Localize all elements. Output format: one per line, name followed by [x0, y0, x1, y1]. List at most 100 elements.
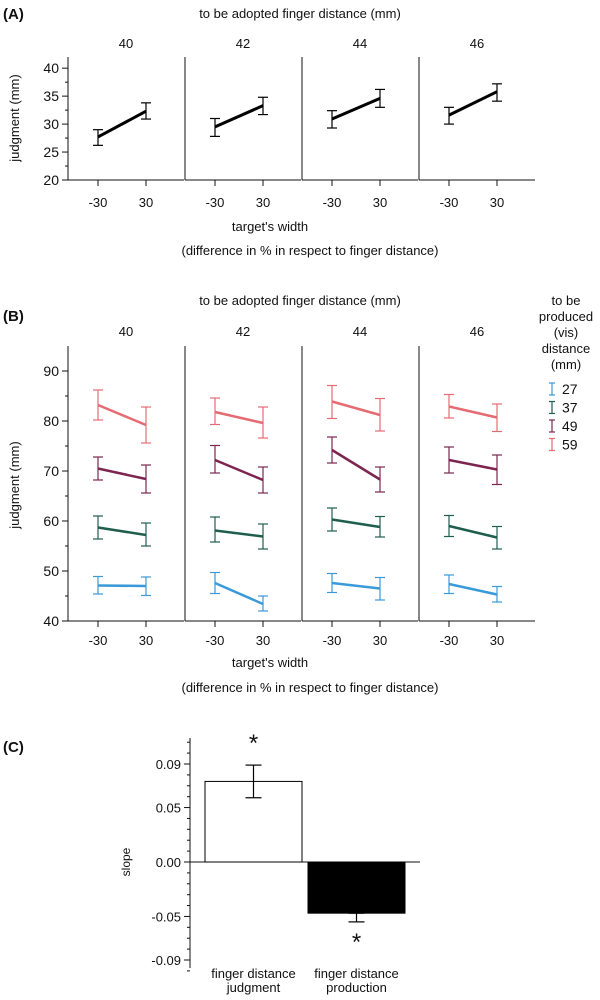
panel-c-y-tick-label: 0.00: [156, 855, 181, 870]
panel-b-series-line-49: [448, 458, 498, 471]
panel-b-error-bar-49: [258, 466, 268, 494]
panel-b-series-line-49: [214, 458, 264, 482]
panel-b-error-bar-49: [492, 454, 502, 486]
panel-b-y-tick-label: 90: [43, 363, 59, 379]
panel-b-series-line-59: [97, 403, 147, 427]
panel-c-y-tick-label: -0.09: [151, 953, 181, 968]
panel-b-facet-label: 42: [236, 324, 250, 339]
panel-a-x-tick-label: -30: [440, 195, 459, 210]
panel-b-error-bar-49: [444, 446, 454, 474]
panel-b-label: (B): [3, 308, 24, 325]
panel-a-x-tick-label: -30: [206, 195, 225, 210]
panel-c-significance-star: *: [352, 929, 361, 956]
panel-a-error-bar: [141, 102, 151, 120]
panel-b-y-tick-label: 80: [43, 413, 59, 429]
panel-c-significance-star: *: [249, 730, 258, 757]
panel-b-error-bar-37: [210, 516, 220, 543]
panel-a-x-tick-label: 30: [256, 195, 270, 210]
panel-b-series-line-59: [331, 400, 381, 417]
panel-a-x-tick-label: -30: [323, 195, 342, 210]
panel-b-legend-swatch-27: [549, 382, 555, 396]
panel-b-error-bar-27: [141, 576, 151, 597]
panel-a-x-axis-label: target's width: [232, 219, 308, 234]
panel-b-error-bar-59: [210, 397, 220, 426]
panel-b-error-bar-59: [375, 397, 385, 432]
panel-b-facet-label: 44: [353, 324, 367, 339]
panel-b-error-bar-37: [327, 507, 337, 532]
panel-a-y-tick-label: 30: [43, 116, 59, 132]
panel-b-series-line-37: [448, 524, 498, 539]
panel-b-legend-entry-label: 37: [562, 400, 578, 416]
panel-a-x-tick-label: 30: [373, 195, 387, 210]
panel-b-x-tick-label: 30: [490, 633, 504, 648]
panel-a-error-bar: [327, 110, 337, 129]
panel-b-legend-entry-label: 59: [562, 437, 578, 453]
panel-a-x-axis-sublabel: (difference in % in respect to finger di…: [181, 243, 438, 258]
panel-b-facet-46: 46 -30 30: [418, 324, 535, 648]
panel-b-error-bar-27: [492, 585, 502, 603]
panel-b-series-line-27: [331, 581, 381, 590]
panel-a-facet-label: 42: [236, 36, 250, 51]
panel-a-y-axis-label: judgment (mm): [7, 74, 22, 162]
panel-a: (A) to be adopted finger distance (mm) jud…: [3, 6, 535, 258]
panel-b-error-bar-27: [93, 575, 103, 595]
panel-a-series-line: [448, 90, 498, 117]
panel-b-error-bar-49: [327, 436, 337, 464]
panel-b-x-tick-label: -30: [206, 633, 225, 648]
panel-a-facet-label: 40: [119, 36, 133, 51]
panel-b-error-bar-27: [375, 576, 385, 601]
panel-b-series-line-37: [214, 529, 264, 538]
panel-b-error-bar-27: [210, 571, 220, 595]
panel-c-x-tick-label: production: [326, 980, 387, 995]
panel-b-series-line-59: [214, 410, 264, 425]
panel-b-series-line-59: [448, 405, 498, 419]
panel-a-error-bar: [375, 88, 385, 108]
panel-a-facet-46: 46 -30 30: [418, 36, 535, 210]
panel-c-y-tick-label: 0.05: [156, 801, 181, 816]
panel-b-series-line-27: [448, 582, 498, 596]
panel-a-series-line: [214, 104, 264, 129]
panel-c-bar-2: [307, 861, 406, 914]
panel-b-y-tick-label: 60: [43, 513, 59, 529]
panel-b-title: to be adopted finger distance (mm): [199, 293, 401, 308]
panel-b-legend-title-line: produced: [539, 309, 593, 324]
panel-a-series-line: [331, 96, 381, 121]
panel-b-x-tick-label: 30: [373, 633, 387, 648]
panel-b-x-axis-sublabel: (difference in % in respect to finger di…: [181, 680, 438, 695]
panel-b-facet-label: 40: [119, 324, 133, 339]
panel-b-error-bar-49: [141, 464, 151, 494]
panel-b-error-bar-37: [375, 515, 385, 538]
panel-b-error-bar-27: [327, 572, 337, 594]
panel-a-y-tick-label: 40: [43, 60, 59, 76]
panel-b-error-bar-37: [492, 525, 502, 550]
panel-a-x-tick-label: 30: [490, 195, 504, 210]
panel-b-legend-swatch-49: [549, 419, 555, 433]
panel-a-y-tick-label: 25: [43, 144, 59, 160]
panel-b-legend-title-line: to be: [552, 293, 581, 308]
panel-b-x-tick-label: 30: [139, 633, 153, 648]
panel-b-legend-swatch-59: [549, 437, 555, 452]
panel-b-error-bar-59: [492, 403, 502, 433]
panel-b-y-tick-label: 40: [43, 613, 59, 629]
panel-a-y-tick-label: 20: [43, 172, 59, 188]
panel-c-x-tick-label: judgment: [226, 980, 281, 995]
panel-b-x-tick-label: -30: [323, 633, 342, 648]
panel-c-label: (C): [3, 739, 24, 756]
panel-b-legend-entry-label: 49: [562, 418, 578, 434]
panel-b-error-bar-59: [327, 384, 337, 420]
panel-a-series-line: [97, 109, 147, 139]
panel-b-series-line-27: [97, 584, 147, 588]
panel-b-legend-title-line: distance: [542, 341, 590, 356]
panel-b-x-tick-label: -30: [89, 633, 108, 648]
panel-b-legend-swatch-37: [549, 400, 555, 415]
panel-b-x-tick-label: -30: [440, 633, 459, 648]
panel-c-y-axis-label: slope: [119, 847, 133, 876]
panel-b-error-bar-59: [141, 406, 151, 444]
panel-a-x-tick-label: -30: [89, 195, 108, 210]
panel-b-legend-title-line: (mm): [551, 357, 581, 372]
panel-c: (C) slope 0.09 0.05 0.00 -0.05 -0.09 * finger di…: [3, 730, 420, 995]
panel-a-facet-40: 40 -30 30: [68, 36, 184, 210]
panel-b-error-bar-37: [258, 523, 268, 550]
panel-b-y-axis-label: judgment (mm): [7, 441, 22, 529]
